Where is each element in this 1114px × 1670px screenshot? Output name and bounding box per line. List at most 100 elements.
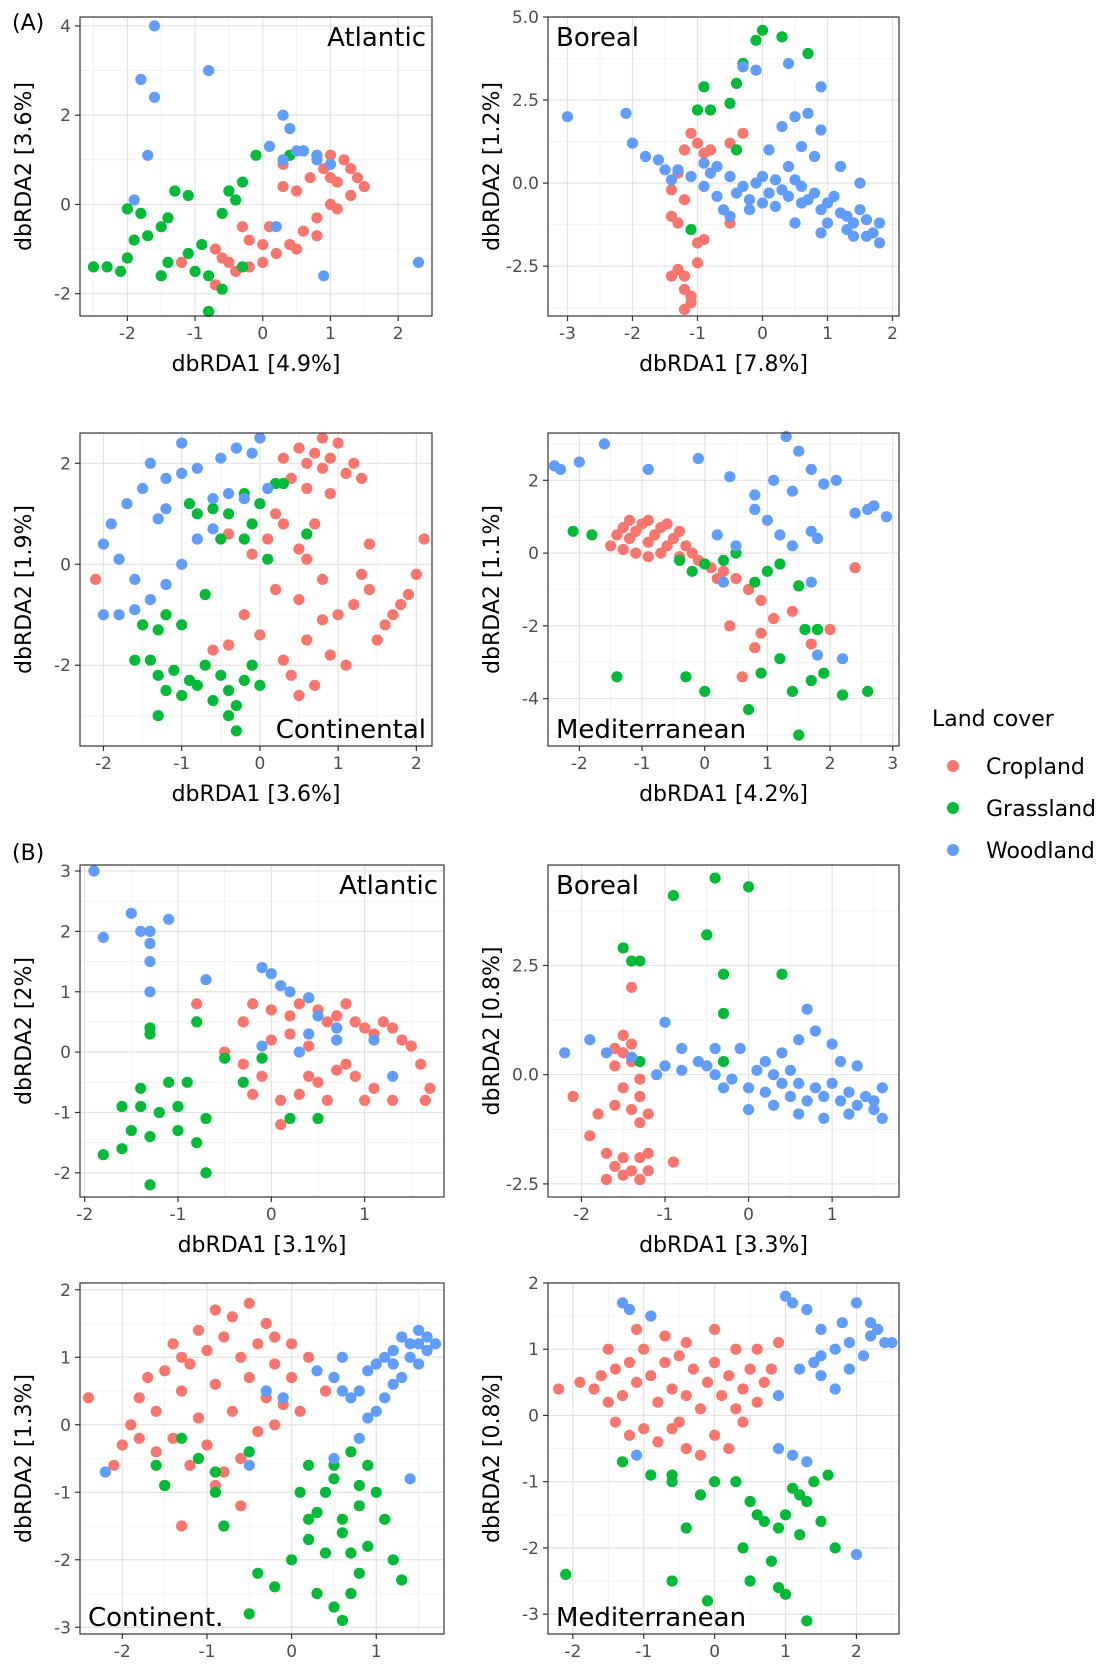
- point-woodland: [784, 1064, 797, 1076]
- point-cropland: [617, 1047, 629, 1059]
- y-tick-label: 0: [60, 1416, 71, 1436]
- point-woodland: [818, 1090, 830, 1103]
- point-cropland: [257, 256, 269, 268]
- point-cropland: [758, 1376, 770, 1388]
- panel-a-mediterranean: -2 -1 0 1 2 3 -4 -2 0 2 dbRDA1 [4.2%] dbRDA2 [1.1%]…: [480, 431, 900, 807]
- point-cropland: [694, 1403, 707, 1415]
- point-woodland: [850, 1548, 863, 1561]
- x-tick-label: -2: [76, 1205, 93, 1225]
- point-woodland: [876, 1082, 888, 1094]
- point-woodland: [774, 529, 786, 541]
- point-cropland: [661, 540, 673, 552]
- point-cropland: [652, 1396, 664, 1408]
- point-grassland: [829, 1542, 841, 1554]
- point-cropland: [678, 303, 691, 315]
- point-woodland: [303, 1028, 315, 1040]
- point-grassland: [312, 1112, 324, 1125]
- point-grassland: [396, 1574, 408, 1586]
- point-woodland: [144, 925, 156, 938]
- point-grassland: [176, 619, 188, 631]
- point-cropland: [316, 573, 329, 586]
- point-woodland: [750, 64, 762, 76]
- point-woodland: [600, 1047, 613, 1059]
- legend-key-cropland: [947, 760, 959, 772]
- legend-key-woodland: [947, 844, 959, 856]
- point-grassland: [801, 1495, 813, 1508]
- point-cropland: [303, 1040, 315, 1052]
- point-cropland: [277, 518, 289, 530]
- point-woodland: [659, 1016, 671, 1028]
- point-woodland: [160, 578, 172, 591]
- point-woodland: [872, 1323, 884, 1335]
- point-cropland: [617, 1152, 629, 1164]
- point-woodland: [784, 1090, 797, 1103]
- point-woodland: [639, 150, 652, 163]
- point-woodland: [756, 197, 769, 209]
- point-cropland: [680, 1390, 692, 1402]
- point-woodland: [626, 1051, 638, 1063]
- y-tick-label: 1: [60, 1348, 71, 1368]
- point-cropland: [324, 452, 336, 464]
- gridlines: [80, 17, 432, 316]
- point-woodland: [808, 150, 821, 163]
- point-woodland: [717, 1082, 730, 1094]
- point-woodland: [787, 1297, 799, 1309]
- point-grassland: [680, 1522, 692, 1534]
- point-grassland: [159, 1479, 171, 1492]
- point-cropland: [226, 1405, 238, 1417]
- point-woodland: [160, 472, 172, 484]
- y-tick-label: 2.5: [512, 91, 539, 111]
- point-grassland: [311, 1506, 323, 1519]
- point-grassland: [680, 671, 692, 683]
- point-grassland: [160, 684, 172, 697]
- point-grassland: [237, 1076, 249, 1088]
- point-woodland: [811, 649, 824, 661]
- point-grassland: [286, 1554, 298, 1566]
- point-cropland: [321, 1016, 333, 1028]
- point-grassland: [811, 623, 824, 636]
- point-cropland: [691, 137, 704, 149]
- point-grassland: [345, 1587, 357, 1600]
- plot-background: [548, 1283, 899, 1634]
- point-woodland: [113, 553, 125, 565]
- point-cropland: [638, 1423, 650, 1435]
- point-cropland: [649, 529, 661, 541]
- point-woodland: [843, 1086, 855, 1098]
- point-cropland: [176, 1520, 188, 1532]
- point-woodland: [815, 124, 827, 136]
- point-cropland: [297, 225, 309, 237]
- point-grassland: [793, 729, 805, 741]
- point-cropland: [209, 1378, 221, 1390]
- point-cropland: [277, 452, 289, 464]
- legend-item-woodland: Woodland: [947, 839, 1095, 864]
- point-woodland: [345, 1392, 357, 1404]
- x-axis-title: dbRDA1 [3.3%]: [639, 1233, 808, 1258]
- point-woodland: [821, 217, 834, 229]
- region-label: Mediterranean: [556, 1603, 746, 1633]
- point-cropland: [691, 257, 704, 269]
- point-grassland: [699, 558, 711, 570]
- point-cropland: [275, 1119, 287, 1131]
- point-grassland: [674, 554, 686, 567]
- point-woodland: [801, 1095, 813, 1107]
- point-woodland: [805, 576, 817, 588]
- point-cropland: [377, 1016, 389, 1028]
- point-grassland: [160, 609, 172, 621]
- point-grassland: [837, 689, 849, 701]
- point-cropland: [284, 1028, 296, 1040]
- point-grassland: [144, 654, 156, 666]
- point-grassland: [162, 212, 174, 224]
- point-grassland: [152, 710, 164, 722]
- region-label: Continental: [276, 715, 426, 745]
- point-grassland: [751, 1509, 763, 1521]
- point-woodland: [105, 518, 117, 530]
- point-woodland: [768, 1069, 780, 1081]
- y-tick-label: 5.0: [512, 8, 539, 28]
- point-cropland: [90, 573, 102, 586]
- point-grassland: [246, 518, 258, 530]
- point-cropland: [659, 1330, 671, 1342]
- y-axis-title: dbRDA2 [0.8%]: [480, 1374, 505, 1543]
- point-cropland: [600, 1147, 613, 1159]
- point-woodland: [772, 1390, 785, 1402]
- point-cropland: [704, 144, 717, 156]
